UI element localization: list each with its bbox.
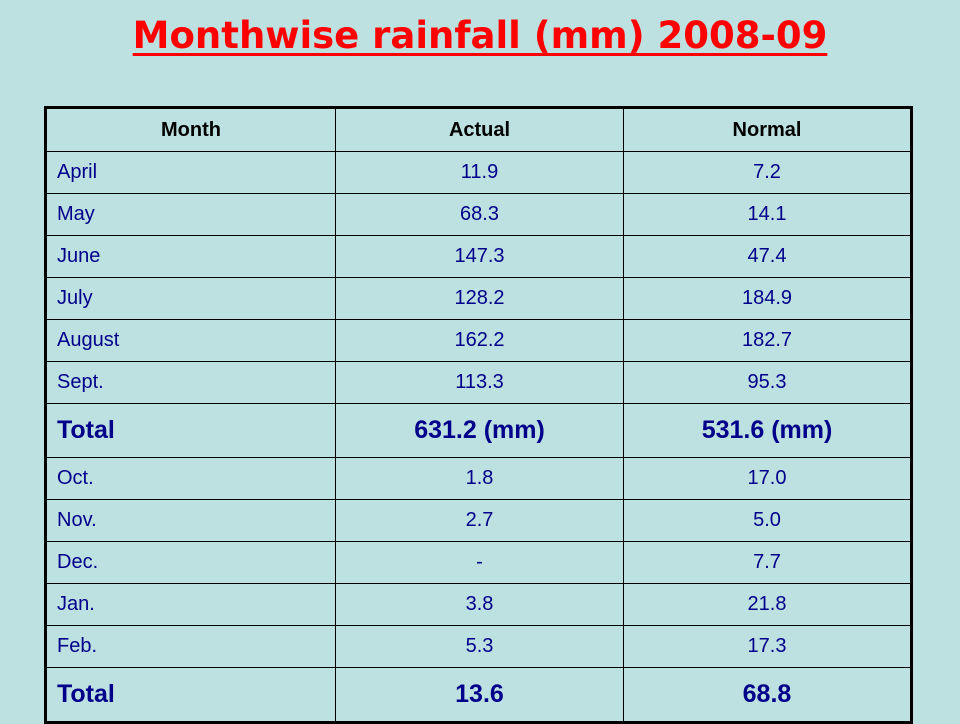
- cell-month: April: [44, 151, 336, 194]
- cell-normal: 5.0: [623, 499, 913, 542]
- header-month: Month: [44, 106, 336, 152]
- table-row: May 68.3 14.1: [44, 193, 913, 236]
- cell-actual: 113.3: [335, 361, 624, 404]
- cell-normal: 7.2: [623, 151, 913, 194]
- cell-month: Total: [44, 667, 336, 724]
- table-row: Feb. 5.3 17.3: [44, 625, 913, 668]
- cell-normal: 182.7: [623, 319, 913, 362]
- cell-actual: 128.2: [335, 277, 624, 320]
- cell-actual: 162.2: [335, 319, 624, 362]
- table-row: Sept. 113.3 95.3: [44, 361, 913, 404]
- cell-month: Sept.: [44, 361, 336, 404]
- table-header-row: Month Actual Normal: [44, 106, 913, 152]
- table-row: July 128.2 184.9: [44, 277, 913, 320]
- cell-normal: 21.8: [623, 583, 913, 626]
- cell-normal: 17.0: [623, 457, 913, 500]
- cell-actual: 3.8: [335, 583, 624, 626]
- cell-normal: 531.6 (mm): [623, 403, 913, 458]
- cell-month: Total: [44, 403, 336, 458]
- cell-month: June: [44, 235, 336, 278]
- cell-month: July: [44, 277, 336, 320]
- cell-month: Jan.: [44, 583, 336, 626]
- cell-normal: 95.3: [623, 361, 913, 404]
- cell-actual: 2.7: [335, 499, 624, 542]
- table-row: Nov. 2.7 5.0: [44, 499, 913, 542]
- cell-month: May: [44, 193, 336, 236]
- cell-actual: 1.8: [335, 457, 624, 500]
- header-normal: Normal: [623, 106, 913, 152]
- total-row: Total 631.2 (mm) 531.6 (mm): [44, 403, 913, 458]
- table-row: April 11.9 7.2: [44, 151, 913, 194]
- cell-normal: 17.3: [623, 625, 913, 668]
- cell-month: Dec.: [44, 541, 336, 584]
- cell-normal: 184.9: [623, 277, 913, 320]
- rainfall-table: Month Actual Normal April 11.9 7.2 May 6…: [44, 106, 913, 724]
- cell-month: Oct.: [44, 457, 336, 500]
- cell-normal: 68.8: [623, 667, 913, 724]
- cell-actual: 147.3: [335, 235, 624, 278]
- cell-actual: 68.3: [335, 193, 624, 236]
- page-title: Monthwise rainfall (mm) 2008-09: [132, 14, 828, 57]
- table-row: June 147.3 47.4: [44, 235, 913, 278]
- cell-normal: 14.1: [623, 193, 913, 236]
- cell-actual: 631.2 (mm): [335, 403, 624, 458]
- cell-normal: 7.7: [623, 541, 913, 584]
- table-row: Oct. 1.8 17.0: [44, 457, 913, 500]
- cell-actual: 11.9: [335, 151, 624, 194]
- table-row: August 162.2 182.7: [44, 319, 913, 362]
- cell-month: August: [44, 319, 336, 362]
- table-row: Jan. 3.8 21.8: [44, 583, 913, 626]
- cell-actual: 13.6: [335, 667, 624, 724]
- cell-month: Nov.: [44, 499, 336, 542]
- cell-normal: 47.4: [623, 235, 913, 278]
- cell-actual: 5.3: [335, 625, 624, 668]
- total-row: Total 13.6 68.8: [44, 667, 913, 724]
- cell-actual: -: [335, 541, 624, 584]
- table-row: Dec. - 7.7: [44, 541, 913, 584]
- cell-month: Feb.: [44, 625, 336, 668]
- header-actual: Actual: [335, 106, 624, 152]
